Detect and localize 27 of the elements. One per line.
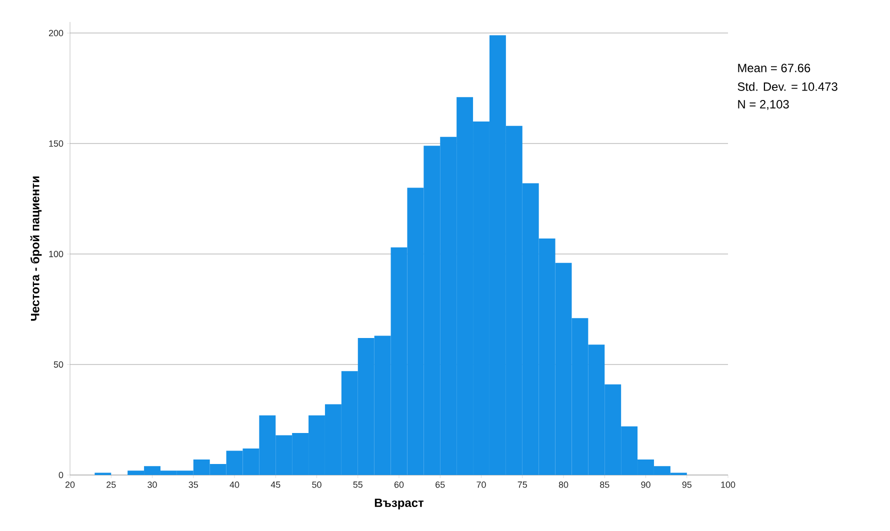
x-tick-label: 100 xyxy=(721,482,736,488)
x-tick-label: 45 xyxy=(270,482,280,488)
y-tick-label: 0 xyxy=(58,472,64,478)
y-tick-label: 150 xyxy=(49,140,64,147)
x-tick-label: 80 xyxy=(558,482,568,488)
x-tick-label: 95 xyxy=(682,482,692,488)
x-tick-label: 85 xyxy=(600,482,610,488)
y-tick-label: 200 xyxy=(48,30,64,36)
x-tick-label: 60 xyxy=(394,482,404,488)
y-tick-label: 50 xyxy=(54,361,64,368)
x-tick-label: 75 xyxy=(518,482,527,488)
text: Std. Dev. = 10.473 xyxy=(738,82,838,91)
x-tick-label: 65 xyxy=(436,482,445,488)
text: Mean = 67.66 xyxy=(738,64,810,72)
x-tick-label: 40 xyxy=(230,482,240,488)
x-tick-label: 20 xyxy=(65,482,75,488)
y-tick-label: 100 xyxy=(49,250,64,258)
text: N = 2,103 xyxy=(738,100,789,110)
x-tick-label: 35 xyxy=(188,482,198,488)
x-tick-label: 50 xyxy=(312,482,322,488)
x-axis-title: Възраст xyxy=(374,498,424,510)
x-tick-label: 90 xyxy=(641,482,650,488)
x-tick-label: 55 xyxy=(353,482,362,488)
x-tick-label: 30 xyxy=(148,482,157,488)
x-tick-label: 70 xyxy=(476,482,486,488)
x-tick-label: 25 xyxy=(106,482,116,488)
y-axis-title: Честота - брой пациенти xyxy=(30,176,42,321)
